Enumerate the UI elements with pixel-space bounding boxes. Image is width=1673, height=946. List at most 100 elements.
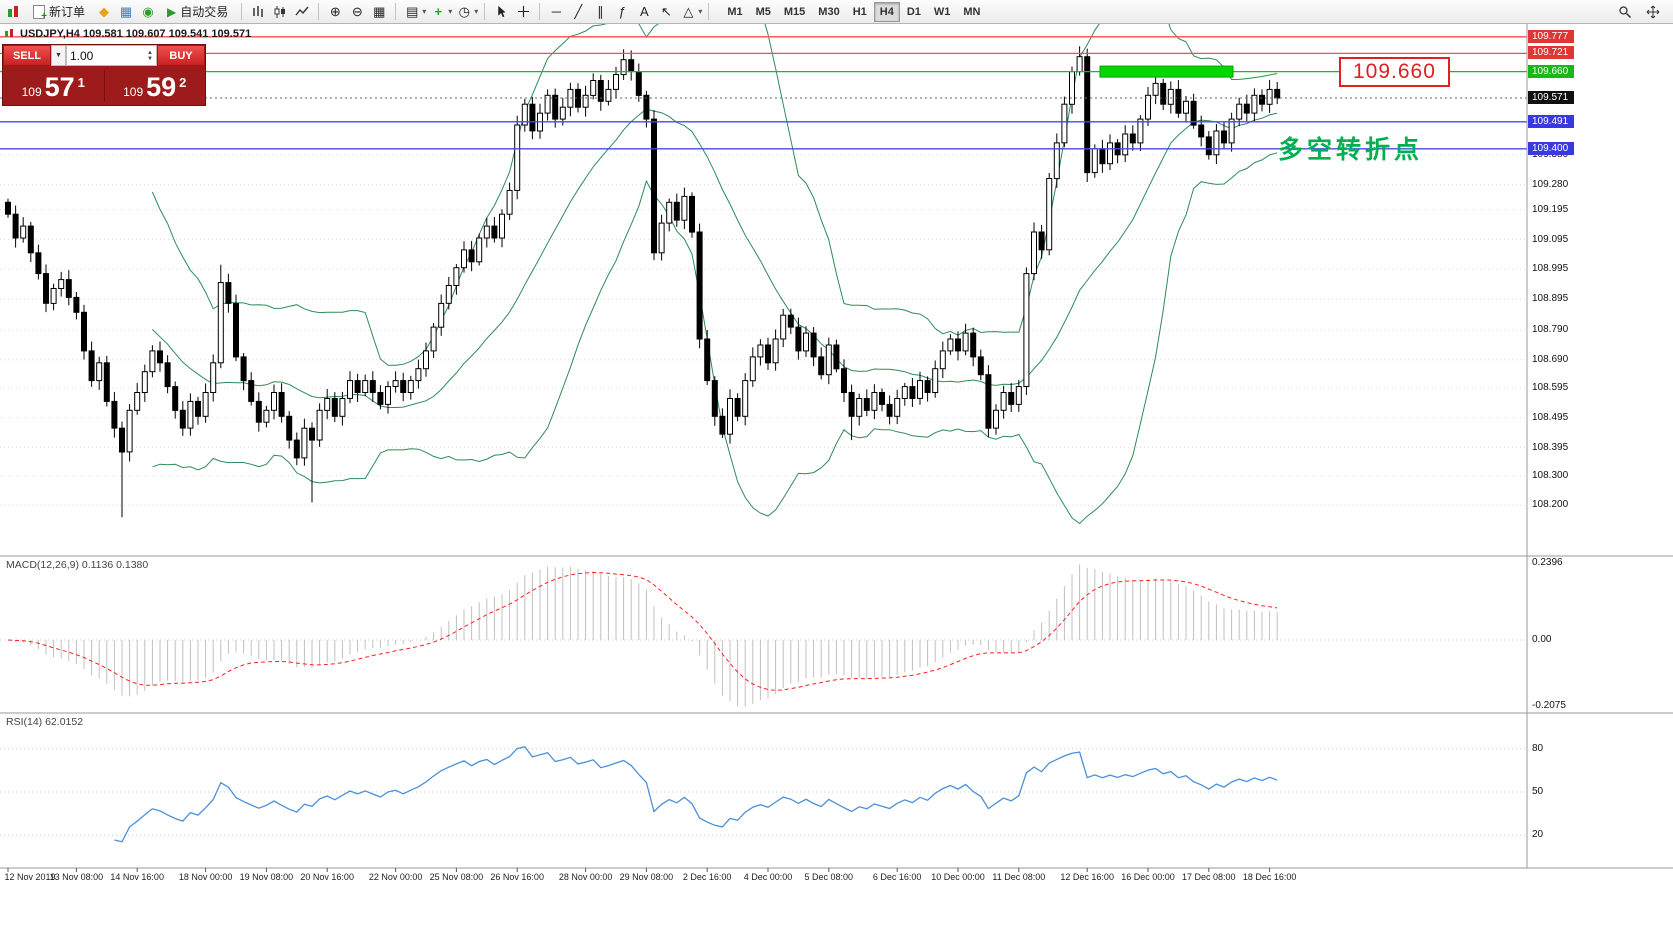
price-badge: 109.660 bbox=[1528, 64, 1574, 78]
chevron-down-icon[interactable]: ▾ bbox=[422, 7, 427, 16]
time-axis-label: 19 Nov 08:00 bbox=[239, 872, 294, 882]
timeframe-m15[interactable]: M15 bbox=[778, 2, 811, 22]
volume-spinner[interactable]: ▲ ▼ bbox=[147, 50, 153, 62]
play-icon: ▶ bbox=[167, 4, 177, 19]
horizontal-level-lines[interactable] bbox=[0, 36, 1527, 150]
mini-chart-icon bbox=[5, 29, 13, 37]
price-badge: 109.721 bbox=[1528, 46, 1574, 60]
highlight-rectangle[interactable] bbox=[1099, 65, 1234, 78]
trendline-icon[interactable]: ╱ bbox=[574, 3, 583, 19]
new-order-button[interactable]: 新订单 bbox=[26, 2, 92, 22]
price-axis-label: 108.690 bbox=[1532, 353, 1569, 365]
market-icon[interactable]: ◆ bbox=[99, 3, 110, 19]
volume-value: 1.00 bbox=[70, 48, 94, 63]
toolbar-separator bbox=[318, 3, 320, 20]
rsi-indicator-label: RSI(14) 62.0152 bbox=[6, 716, 84, 728]
chevron-down-icon[interactable]: ▾ bbox=[474, 7, 479, 16]
sell-price[interactable]: 109 57 1 bbox=[3, 70, 104, 102]
arrow-tool-icon[interactable]: ↖ bbox=[660, 3, 672, 19]
candlesticks bbox=[5, 46, 1281, 518]
timeframe-m1[interactable]: M1 bbox=[721, 2, 748, 22]
horizontal-line-icon[interactable]: ─ bbox=[551, 4, 561, 19]
price-badge: 109.571 bbox=[1528, 91, 1574, 104]
timeframe-m30[interactable]: M30 bbox=[812, 2, 845, 22]
line-chart-icon[interactable] bbox=[292, 2, 312, 22]
timeframe-m5[interactable]: M5 bbox=[750, 2, 777, 22]
shapes-icon[interactable]: △ bbox=[683, 3, 694, 19]
chevron-down-icon[interactable]: ▾ bbox=[698, 7, 703, 16]
time-axis-label: 12 Nov 2019 bbox=[4, 872, 56, 882]
turning-point-label[interactable]: 多空转折点 bbox=[1278, 136, 1424, 164]
time-axis[interactable]: 12 Nov 2019 13 Nov 08:00 14 Nov 16:00 18 No… bbox=[0, 870, 1527, 888]
text-tool-icon[interactable]: A bbox=[639, 4, 649, 19]
time-axis-label: 5 Dec 08:00 bbox=[804, 872, 854, 882]
macd-indicator bbox=[0, 564, 1527, 707]
buy-button[interactable]: BUY bbox=[157, 45, 205, 66]
grid-lines bbox=[0, 154, 1527, 506]
time-axis-label: 20 Nov 16:00 bbox=[300, 872, 354, 882]
rsi-axis-label: 80 bbox=[1532, 742, 1544, 754]
price-badge: 109.777 bbox=[1528, 29, 1574, 43]
volume-field[interactable]: 1.00 ▲ ▼ bbox=[66, 45, 157, 66]
buy-price-sup: 2 bbox=[179, 74, 187, 90]
community-icon[interactable]: ◉ bbox=[142, 3, 154, 19]
chart-window-icon[interactable] bbox=[4, 2, 24, 22]
sell-price-big: 57 bbox=[44, 71, 75, 102]
new-order-label: 新订单 bbox=[49, 5, 86, 19]
toolbar-separator bbox=[708, 3, 710, 20]
timeframe-h4[interactable]: H4 bbox=[873, 1, 900, 22]
pan-icon[interactable] bbox=[1643, 2, 1663, 22]
macd-signal-line bbox=[7, 571, 1278, 691]
price-axis-label: 109.195 bbox=[1532, 203, 1569, 215]
rsi-indicator bbox=[0, 745, 1527, 843]
search-icon[interactable] bbox=[1615, 2, 1635, 22]
time-axis-label: 18 Nov 00:00 bbox=[178, 872, 233, 882]
channel-icon[interactable]: ∥ bbox=[597, 3, 604, 19]
fibonacci-icon[interactable]: ƒ bbox=[618, 4, 626, 19]
rsi-axis-label: 50 bbox=[1532, 786, 1544, 797]
toolbar-separator bbox=[539, 3, 541, 20]
volume-up-icon[interactable]: ▲ bbox=[147, 49, 153, 56]
time-axis-label: 4 Dec 00:00 bbox=[743, 872, 793, 882]
periods-icon[interactable]: ◷ bbox=[458, 3, 470, 19]
candlestick-chart-icon[interactable] bbox=[270, 2, 290, 22]
tile-windows-icon[interactable]: ▦ bbox=[373, 3, 386, 19]
one-click-trading-panel: SELL ▼ 1.00 ▲ ▼ BUY 109 57 1 109 59 2 bbox=[2, 44, 206, 106]
autotrading-button[interactable]: ▶ 自动交易 bbox=[160, 2, 235, 22]
chevron-down-icon[interactable]: ▾ bbox=[448, 7, 453, 16]
volume-dropdown-icon[interactable]: ▼ bbox=[51, 45, 66, 66]
profiles-icon[interactable]: ▦ bbox=[119, 3, 133, 19]
new-chart-icon[interactable]: ▤ bbox=[406, 3, 419, 19]
bar-chart-icon[interactable] bbox=[248, 2, 268, 22]
toolbar-right-group bbox=[1615, 2, 1669, 22]
timeframe-mn[interactable]: MN bbox=[957, 2, 986, 22]
price-axis-label: 108.300 bbox=[1532, 469, 1569, 481]
timeframe-d1[interactable]: D1 bbox=[901, 2, 927, 22]
price-axis[interactable]: 109.380109.280109.195109.095108.995108.8… bbox=[1528, 0, 1673, 946]
time-ticks bbox=[7, 868, 1271, 872]
buy-price[interactable]: 109 59 2 bbox=[103, 69, 206, 102]
zoom-out-icon[interactable]: ⊖ bbox=[351, 3, 363, 19]
cursor-icon[interactable] bbox=[491, 2, 511, 22]
panel-separators[interactable] bbox=[0, 24, 1673, 869]
volume-down-icon[interactable]: ▼ bbox=[147, 55, 153, 62]
crosshair-icon[interactable] bbox=[513, 2, 533, 22]
price-axis-label: 108.995 bbox=[1532, 263, 1569, 275]
zoom-in-icon[interactable]: ⊕ bbox=[329, 3, 341, 19]
time-axis-label: 10 Dec 00:00 bbox=[931, 872, 985, 882]
macd-axis-label: -0.2075 bbox=[1532, 700, 1566, 712]
time-axis-label: 28 Nov 00:00 bbox=[558, 872, 613, 882]
trade-panel-header: SELL ▼ 1.00 ▲ ▼ BUY bbox=[3, 45, 205, 66]
time-axis-label: 16 Dec 00:00 bbox=[1121, 872, 1175, 882]
price-annotation-box[interactable]: 109.660 bbox=[1339, 57, 1450, 87]
timeframe-w1[interactable]: W1 bbox=[928, 2, 957, 22]
sell-button[interactable]: SELL bbox=[3, 45, 51, 66]
toolbar-separator bbox=[395, 3, 397, 20]
time-axis-label: 18 Dec 16:00 bbox=[1242, 872, 1297, 882]
indicators-icon[interactable]: + bbox=[434, 4, 443, 19]
timeframe-h1[interactable]: H1 bbox=[847, 2, 873, 22]
symbol-info: USDJPY,H4 109.581 109.607 109.541 109.57… bbox=[4, 28, 251, 40]
sell-price-sup: 1 bbox=[77, 74, 85, 90]
price-axis-label: 109.095 bbox=[1532, 233, 1569, 245]
